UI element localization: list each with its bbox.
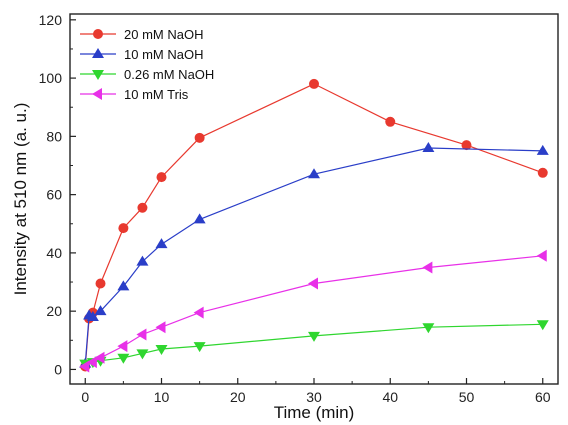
axis-ticks: 0 10 20 30 40 50 60 0 20 40 60 80 100 120 [39, 12, 551, 405]
data-point [117, 340, 128, 353]
legend-marker [92, 70, 104, 80]
legend-marker [93, 29, 103, 39]
series-line [84, 255, 543, 368]
data-point [137, 202, 148, 213]
data-point [136, 328, 147, 341]
data-point [136, 349, 149, 360]
data-point [86, 310, 99, 321]
data-point [193, 213, 206, 224]
y-tick-label: 120 [39, 12, 63, 28]
x-tick-label: 40 [382, 389, 398, 405]
data-point [95, 278, 106, 289]
data-point [308, 168, 320, 179]
legend: 20 mM NaOH 10 mM NaOH 0.26 mM NaOH 10 mM Tr… [80, 27, 214, 102]
data-point [536, 144, 549, 155]
x-tick-label: 20 [230, 389, 246, 405]
data-point [385, 116, 396, 127]
data-point [422, 261, 433, 274]
data-point [155, 345, 168, 356]
legend-marker [92, 48, 104, 58]
data-point [94, 351, 105, 364]
x-tick-label: 0 [81, 389, 89, 405]
data-point [193, 342, 206, 353]
data-point [156, 172, 167, 183]
data-point [193, 306, 204, 319]
series-1 [79, 142, 549, 368]
y-tick-label: 20 [46, 303, 62, 319]
data-point [536, 249, 547, 262]
data-point [155, 321, 166, 334]
data-point [86, 356, 97, 369]
series-2 [79, 320, 549, 370]
x-tick-label: 30 [306, 389, 322, 405]
y-tick-label: 60 [46, 187, 62, 203]
y-tick-label: 0 [54, 361, 62, 377]
legend-marker [92, 88, 102, 100]
series-0 [80, 78, 548, 372]
data-point [309, 78, 319, 89]
legend-label: 10 mM NaOH [124, 47, 203, 62]
series-layer [79, 78, 549, 373]
data-point [117, 353, 130, 364]
y-tick-label: 40 [46, 245, 62, 261]
data-point [461, 140, 472, 151]
data-point [117, 280, 130, 291]
data-point [537, 167, 548, 178]
legend-label: 0.26 mM NaOH [124, 67, 214, 82]
data-point [155, 238, 168, 249]
data-point [536, 320, 549, 331]
legend-label: 20 mM NaOH [124, 27, 203, 42]
series-line [84, 147, 543, 364]
data-point [422, 142, 435, 153]
data-point [136, 255, 149, 266]
data-point [79, 360, 90, 373]
x-tick-label: 50 [459, 389, 475, 405]
y-tick-label: 100 [39, 70, 63, 86]
x-tick-label: 10 [154, 389, 170, 405]
data-point [308, 277, 318, 290]
data-point [94, 305, 107, 316]
series-3 [79, 249, 547, 373]
data-point [118, 223, 129, 234]
x-axis-label: Time (min) [274, 403, 355, 422]
series-line [84, 83, 544, 367]
y-axis-label: Intensity at 510 nm (a. u.) [11, 103, 30, 296]
data-point [194, 132, 205, 143]
y-tick-label: 80 [46, 128, 62, 144]
data-point [308, 331, 320, 342]
legend-label: 10 mM Tris [124, 87, 189, 102]
x-tick-label: 60 [535, 389, 551, 405]
data-point [422, 323, 435, 334]
